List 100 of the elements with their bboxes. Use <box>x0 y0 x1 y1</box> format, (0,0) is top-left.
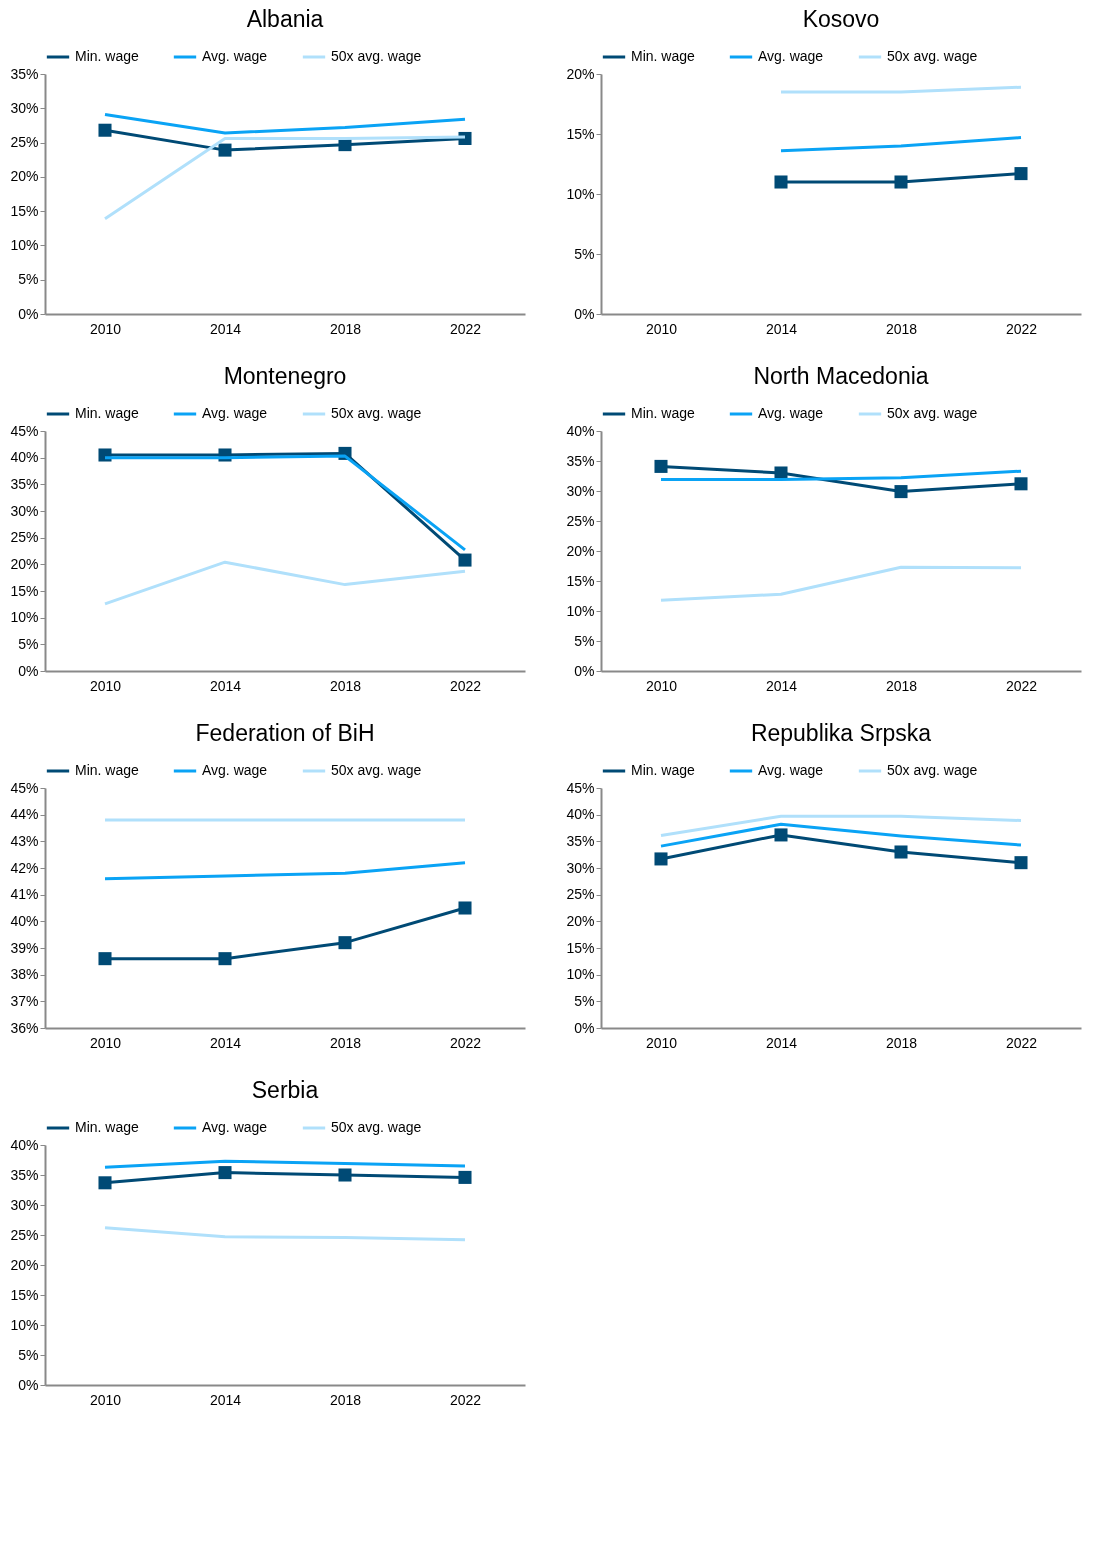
chart-title: Kosovo <box>802 6 880 32</box>
legend-label: Avg. wage <box>758 405 824 421</box>
y-tick-label: 15% <box>566 939 595 956</box>
x-tick-label: 2022 <box>449 677 482 694</box>
x-tick-label: 2010 <box>89 1391 122 1408</box>
y-tick-label: 44% <box>10 806 39 823</box>
point <box>218 952 232 966</box>
y-tick-label: 0% <box>18 662 39 679</box>
legend-label: Min. wage <box>631 762 696 778</box>
x-tick-label: 2018 <box>885 320 918 337</box>
y-tick-label: 39% <box>10 939 39 956</box>
y-tick-label: 10% <box>566 966 595 983</box>
y-tick-label: 30% <box>10 502 39 519</box>
y-tick-label: 25% <box>10 1226 39 1243</box>
legend-label: Min. wage <box>75 405 140 421</box>
x-tick-label: 2010 <box>89 677 122 694</box>
x-tick-label: 2010 <box>645 1034 678 1051</box>
y-tick-label: 10% <box>10 609 39 626</box>
y-tick-label: 10% <box>10 236 39 253</box>
y-tick-label: 10% <box>566 602 595 619</box>
legend-label: 50x avg. wage <box>887 405 978 421</box>
y-tick-label: 0% <box>18 305 39 322</box>
point <box>1014 856 1028 870</box>
chart-title: North Macedonia <box>753 363 929 389</box>
y-tick-label: 37% <box>10 992 39 1009</box>
legend-label: Min. wage <box>631 405 696 421</box>
legend-label: Avg. wage <box>202 762 268 778</box>
y-tick-label: 35% <box>10 65 39 82</box>
y-tick-label: 35% <box>10 475 39 492</box>
legend-label: Min. wage <box>631 48 696 64</box>
y-tick-label: 45% <box>566 779 595 796</box>
line-series <box>659 565 1023 602</box>
point <box>218 143 232 157</box>
x-tick-label: 2014 <box>209 320 242 337</box>
y-tick-label: 10% <box>10 1316 39 1333</box>
y-tick-label: 40% <box>10 1136 39 1153</box>
x-tick-label: 2022 <box>1005 320 1038 337</box>
y-tick-label: 15% <box>10 1286 39 1303</box>
line-series <box>103 560 467 606</box>
y-tick-label: 15% <box>566 125 595 142</box>
legend-label: Avg. wage <box>202 1119 268 1135</box>
legend-label: Min. wage <box>75 762 140 778</box>
y-tick-label: 30% <box>10 99 39 116</box>
y-tick-label: 5% <box>18 271 39 288</box>
x-tick-label: 2014 <box>765 1034 798 1051</box>
legend-label: 50x avg. wage <box>331 405 422 421</box>
y-tick-label: 5% <box>574 245 595 262</box>
x-tick-label: 2010 <box>645 320 678 337</box>
x-tick-label: 2018 <box>329 320 362 337</box>
x-tick-label: 2022 <box>1005 1034 1038 1051</box>
y-tick-label: 35% <box>566 832 595 849</box>
x-tick-label: 2018 <box>329 1034 362 1051</box>
line-series <box>103 112 467 135</box>
y-tick-label: 20% <box>566 65 595 82</box>
point <box>98 952 112 966</box>
y-tick-label: 20% <box>10 168 39 185</box>
y-tick-label: 5% <box>574 992 595 1009</box>
x-tick-label: 2018 <box>885 1034 918 1051</box>
y-tick-label: 15% <box>10 202 39 219</box>
point <box>458 1170 472 1184</box>
point <box>338 936 352 950</box>
y-tick-label: 20% <box>566 912 595 929</box>
legend-label: Min. wage <box>75 48 140 64</box>
point <box>458 901 472 915</box>
y-tick-label: 35% <box>566 452 595 469</box>
y-tick-label: 40% <box>10 449 39 466</box>
legend-label: Avg. wage <box>758 48 824 64</box>
legend-label: Avg. wage <box>202 405 268 421</box>
legend-label: Avg. wage <box>202 48 268 64</box>
y-tick-label: 45% <box>10 422 39 439</box>
legend-label: 50x avg. wage <box>331 1119 422 1135</box>
legend-label: 50x avg. wage <box>887 762 978 778</box>
y-tick-label: 20% <box>566 542 595 559</box>
x-tick-label: 2022 <box>449 1034 482 1051</box>
x-tick-label: 2014 <box>209 1034 242 1051</box>
y-tick-label: 43% <box>10 832 39 849</box>
y-tick-label: 30% <box>10 1196 39 1213</box>
y-tick-label: 35% <box>10 1166 39 1183</box>
point <box>654 852 668 866</box>
legend-label: 50x avg. wage <box>887 48 978 64</box>
y-tick-label: 10% <box>566 185 595 202</box>
chart-title: Serbia <box>251 1077 319 1103</box>
y-tick-label: 40% <box>10 912 39 929</box>
point <box>98 1176 112 1190</box>
y-tick-label: 20% <box>10 1256 39 1273</box>
chart-title: Federation of BiH <box>195 720 375 746</box>
y-tick-label: 20% <box>10 555 39 572</box>
x-tick-label: 2010 <box>645 677 678 694</box>
x-tick-label: 2014 <box>209 1391 242 1408</box>
line-series <box>103 861 467 881</box>
y-tick-label: 45% <box>10 779 39 796</box>
point <box>894 845 908 859</box>
x-tick-label: 2022 <box>449 1391 482 1408</box>
line-series <box>659 822 1023 848</box>
y-tick-label: 0% <box>574 305 595 322</box>
x-tick-label: 2010 <box>89 320 122 337</box>
x-tick-label: 2014 <box>765 320 798 337</box>
x-tick-label: 2018 <box>329 1391 362 1408</box>
x-tick-label: 2014 <box>765 677 798 694</box>
y-tick-label: 30% <box>566 482 595 499</box>
